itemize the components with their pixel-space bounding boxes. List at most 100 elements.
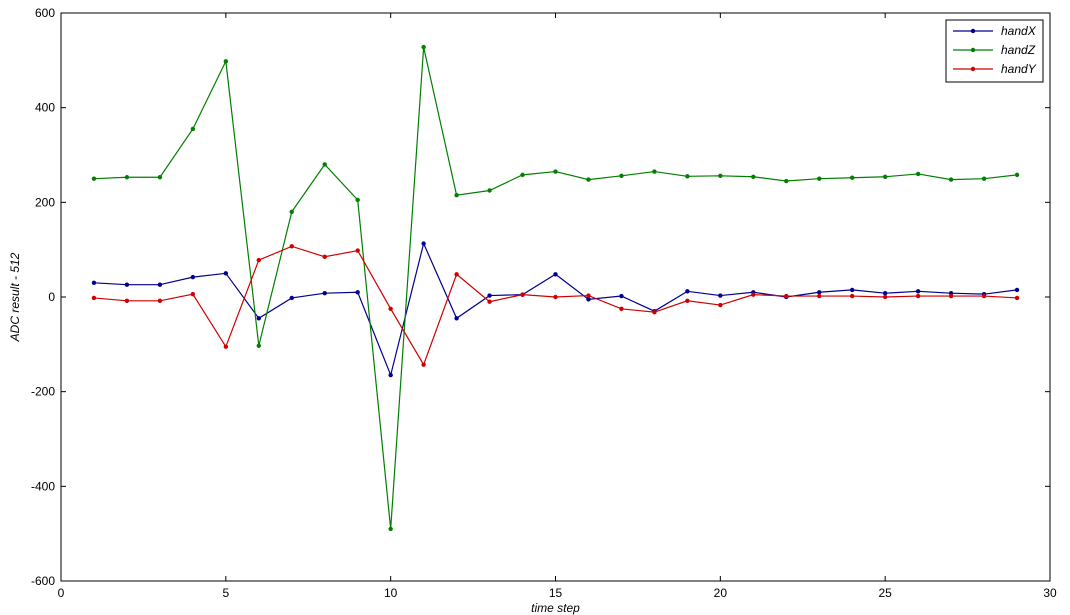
y-tick-label: 400: [35, 101, 55, 115]
data-point-handZ: [817, 176, 822, 181]
data-point-handZ: [718, 173, 723, 179]
data-point-handY: [751, 292, 756, 297]
data-point-handX: [817, 290, 822, 295]
data-point-handY: [685, 298, 690, 303]
data-point-handZ: [882, 174, 888, 179]
data-point-handY: [981, 293, 987, 299]
data-point-handZ: [981, 176, 987, 181]
data-point-handZ: [190, 126, 196, 132]
data-point-handY: [388, 306, 393, 312]
data-point-handX: [915, 289, 921, 294]
data-point-handY: [157, 298, 163, 303]
data-point-handZ: [421, 44, 426, 50]
data-point-handX: [223, 271, 229, 276]
data-point-handX: [322, 291, 327, 296]
data-point-handY: [124, 298, 130, 303]
legend: handX handZ handY: [945, 19, 1044, 83]
data-point-handY: [487, 299, 492, 304]
data-point-handZ: [91, 176, 97, 181]
data-point-handY: [850, 293, 855, 299]
data-point-handZ: [223, 59, 229, 64]
data-point-handY: [948, 293, 954, 299]
data-point-handY: [718, 302, 723, 308]
legend-label-handY: handY: [1001, 62, 1037, 76]
data-point-handY: [619, 306, 624, 312]
data-point-handX: [124, 282, 130, 287]
x-tick-label: 0: [58, 586, 65, 600]
data-point-handZ: [586, 177, 591, 182]
data-point-handX: [553, 272, 558, 277]
data-point-handY: [289, 244, 294, 249]
data-point-handZ: [355, 197, 360, 203]
data-point-handY: [784, 293, 789, 299]
data-point-handY: [223, 344, 229, 349]
data-point-handX: [619, 293, 624, 299]
y-tick-label: 0: [48, 290, 55, 304]
x-tick-label: 25: [878, 586, 892, 600]
data-point-handY: [553, 294, 558, 300]
y-tick-label: 200: [35, 195, 55, 209]
legend-label-handX: handX: [1001, 24, 1037, 38]
series-layer: [91, 44, 1020, 532]
data-point-handZ: [454, 193, 459, 198]
data-point-handX: [190, 274, 196, 280]
ticks-layer: 0 5 10 15 20 25 30 -600 -400 -200 0 200 400 600: [31, 6, 1057, 600]
data-point-handZ: [619, 173, 624, 179]
data-point-handX: [586, 297, 591, 302]
data-point-handY: [915, 293, 921, 299]
data-point-handX: [882, 291, 888, 296]
data-point-handX: [157, 282, 163, 287]
data-point-handZ: [520, 172, 525, 178]
data-point-handX: [850, 287, 855, 293]
data-point-handZ: [685, 174, 690, 179]
data-point-handY: [256, 257, 261, 263]
legend-marker-handZ: [970, 47, 976, 53]
x-tick-label: 30: [1043, 586, 1057, 600]
data-point-handX: [421, 241, 426, 246]
data-point-handX: [685, 289, 690, 294]
data-point-handX: [718, 293, 723, 298]
data-point-handZ: [751, 174, 756, 179]
data-point-handX: [388, 372, 393, 378]
data-point-handZ: [388, 526, 393, 532]
data-point-handX: [256, 316, 261, 321]
series-handZ: [91, 44, 1020, 532]
x-tick-label: 20: [714, 586, 728, 600]
data-point-handY: [454, 272, 459, 277]
data-point-handZ: [553, 169, 558, 174]
data-point-handZ: [1014, 172, 1020, 178]
x-tick-label: 15: [549, 586, 563, 600]
data-point-handX: [355, 290, 360, 295]
data-point-handZ: [157, 175, 163, 180]
data-point-handY: [882, 294, 888, 300]
data-point-handY: [652, 309, 657, 315]
data-point-handZ: [850, 175, 855, 180]
data-point-handY: [1014, 295, 1020, 301]
data-point-handZ: [256, 343, 261, 348]
data-point-handY: [322, 254, 327, 259]
legend-marker-handX: [970, 28, 976, 34]
y-axis-title: ADC result - 512: [8, 252, 22, 342]
data-point-handX: [487, 293, 492, 298]
series-handY: [91, 244, 1020, 367]
y-tick-label: -600: [31, 574, 55, 588]
y-tick-label: 600: [35, 6, 55, 20]
x-axis-title: time step: [531, 601, 580, 615]
data-point-handY: [421, 362, 426, 367]
y-tick-label: -400: [31, 479, 55, 493]
data-point-handY: [190, 291, 196, 297]
x-tick-label: 5: [222, 586, 229, 600]
data-point-handZ: [784, 178, 789, 184]
y-tick-label: -200: [31, 385, 55, 399]
legend-box: [945, 19, 1044, 83]
data-point-handY: [91, 295, 97, 301]
data-point-handX: [91, 280, 97, 285]
data-point-handZ: [915, 171, 921, 177]
data-point-handY: [817, 293, 822, 299]
data-point-handY: [520, 292, 525, 297]
data-point-handX: [1014, 287, 1020, 293]
data-point-handZ: [487, 188, 492, 193]
legend-label-handZ: handZ: [1001, 43, 1036, 57]
legend-marker-handY: [970, 66, 976, 72]
